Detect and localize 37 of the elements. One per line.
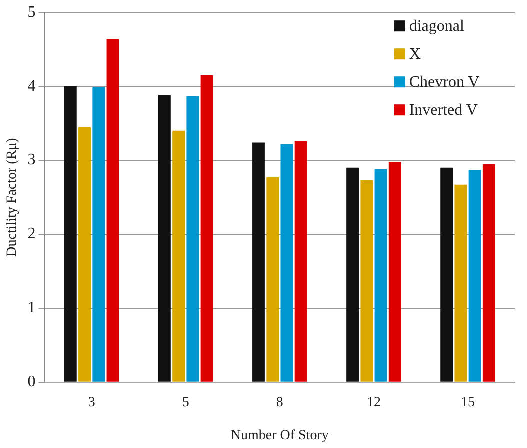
- bar: [252, 142, 265, 382]
- legend-label: X: [409, 46, 422, 63]
- x-tick-label: 5: [182, 395, 190, 410]
- legend-label: diagonal: [409, 18, 465, 35]
- bar: [280, 144, 294, 382]
- x-tick-label: 15: [460, 395, 475, 410]
- bar: [158, 95, 171, 382]
- bar: [92, 87, 106, 382]
- legend-label: Chevron V: [409, 74, 480, 91]
- bar: [440, 168, 454, 382]
- bar: [360, 180, 374, 382]
- y-tick-label: 5: [28, 4, 36, 21]
- bar: [454, 184, 468, 382]
- bar: [172, 130, 186, 382]
- legend-label: Inverted V: [409, 102, 478, 119]
- bar: [468, 170, 482, 382]
- y-tick-label: 1: [28, 300, 36, 317]
- bar: [294, 141, 308, 382]
- x-tick-label: 12: [366, 395, 381, 410]
- bar: [64, 86, 77, 382]
- bar: [388, 162, 402, 382]
- bar: [482, 164, 496, 382]
- bar: [200, 75, 214, 382]
- x-tick-label: 8: [276, 395, 284, 410]
- bar: [374, 169, 388, 382]
- y-tick-label: 3: [28, 152, 36, 169]
- y-tick-label: 4: [28, 78, 36, 95]
- x-axis-title: Number Of Story: [230, 428, 329, 444]
- bar: [346, 168, 359, 382]
- bar: [106, 39, 120, 382]
- bar: [78, 127, 91, 382]
- y-tick-label: 2: [28, 226, 36, 243]
- bar: [186, 96, 200, 382]
- y-axis-title: Ductility Factor (Rμ): [5, 138, 20, 257]
- y-tick-label: 0: [28, 374, 36, 391]
- bar: [266, 178, 280, 382]
- x-tick-label: 3: [88, 395, 96, 410]
